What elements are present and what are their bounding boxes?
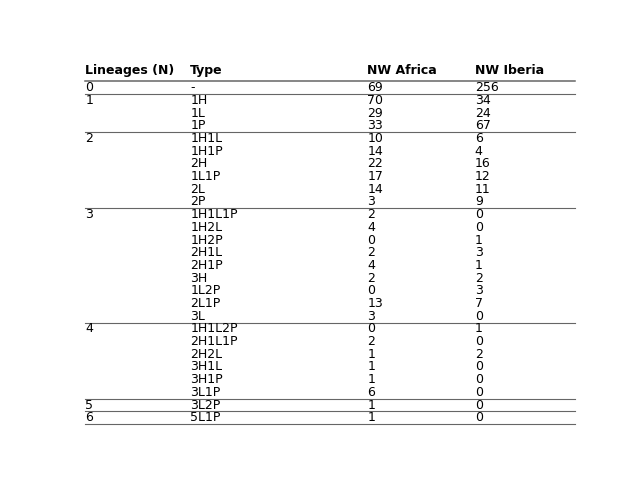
Text: 14: 14 — [368, 183, 383, 196]
Text: 1H1P: 1H1P — [191, 145, 223, 158]
Text: 1: 1 — [475, 322, 482, 336]
Text: 1L1P: 1L1P — [191, 170, 220, 183]
Text: 3H: 3H — [191, 272, 207, 284]
Text: 0: 0 — [475, 399, 483, 412]
Text: 2L: 2L — [191, 183, 205, 196]
Text: 0: 0 — [475, 411, 483, 424]
Text: 0: 0 — [475, 221, 483, 234]
Text: 4: 4 — [475, 145, 482, 158]
Text: 34: 34 — [475, 94, 491, 107]
Text: 3L2P: 3L2P — [191, 399, 220, 412]
Text: 0: 0 — [475, 310, 483, 323]
Text: 16: 16 — [475, 157, 491, 170]
Text: 3: 3 — [475, 246, 482, 259]
Text: 1P: 1P — [191, 119, 205, 132]
Text: 70: 70 — [368, 94, 383, 107]
Text: 2H1L: 2H1L — [191, 246, 222, 259]
Text: 3H1L: 3H1L — [191, 360, 222, 373]
Text: 0: 0 — [368, 284, 375, 297]
Text: 5: 5 — [86, 399, 93, 412]
Text: 2: 2 — [475, 272, 482, 284]
Text: 24: 24 — [475, 107, 491, 120]
Text: 1: 1 — [475, 234, 482, 247]
Text: 1: 1 — [368, 399, 375, 412]
Text: 2H2L: 2H2L — [191, 348, 222, 361]
Text: 3H1P: 3H1P — [191, 373, 223, 386]
Text: 0: 0 — [86, 81, 93, 94]
Text: 0: 0 — [475, 373, 483, 386]
Text: 1L2P: 1L2P — [191, 284, 220, 297]
Text: 5L1P: 5L1P — [191, 411, 221, 424]
Text: 29: 29 — [368, 107, 383, 120]
Text: 4: 4 — [368, 259, 375, 272]
Text: 2: 2 — [368, 335, 375, 348]
Text: 67: 67 — [475, 119, 491, 132]
Text: 14: 14 — [368, 145, 383, 158]
Text: 2H1L1P: 2H1L1P — [191, 335, 238, 348]
Text: 2: 2 — [368, 246, 375, 259]
Text: 1: 1 — [368, 373, 375, 386]
Text: 9: 9 — [475, 196, 482, 208]
Text: 1: 1 — [368, 411, 375, 424]
Text: 2: 2 — [86, 132, 93, 145]
Text: 69: 69 — [368, 81, 383, 94]
Text: 1H1L1P: 1H1L1P — [191, 208, 238, 221]
Text: 256: 256 — [475, 81, 498, 94]
Text: Type: Type — [191, 64, 223, 77]
Text: 2P: 2P — [191, 196, 205, 208]
Text: 3: 3 — [368, 196, 375, 208]
Text: 33: 33 — [368, 119, 383, 132]
Text: NW Africa: NW Africa — [368, 64, 437, 77]
Text: 17: 17 — [368, 170, 383, 183]
Text: 1H1L2P: 1H1L2P — [191, 322, 238, 336]
Text: 3: 3 — [368, 310, 375, 323]
Text: 6: 6 — [368, 386, 375, 399]
Text: 13: 13 — [368, 297, 383, 310]
Text: 1: 1 — [368, 348, 375, 361]
Text: 1: 1 — [475, 259, 482, 272]
Text: 2L1P: 2L1P — [191, 297, 220, 310]
Text: 7: 7 — [475, 297, 483, 310]
Text: 2: 2 — [368, 208, 375, 221]
Text: 1L: 1L — [191, 107, 205, 120]
Text: 11: 11 — [475, 183, 491, 196]
Text: 0: 0 — [368, 234, 375, 247]
Text: 0: 0 — [475, 386, 483, 399]
Text: 0: 0 — [475, 360, 483, 373]
Text: -: - — [191, 81, 194, 94]
Text: 1H1L: 1H1L — [191, 132, 222, 145]
Text: 3L: 3L — [191, 310, 205, 323]
Text: 22: 22 — [368, 157, 383, 170]
Text: 3: 3 — [86, 208, 93, 221]
Text: 2: 2 — [475, 348, 482, 361]
Text: Lineages (N): Lineages (N) — [86, 64, 175, 77]
Text: 12: 12 — [475, 170, 491, 183]
Text: 1: 1 — [368, 360, 375, 373]
Text: 1: 1 — [86, 94, 93, 107]
Text: 0: 0 — [475, 208, 483, 221]
Text: 4: 4 — [368, 221, 375, 234]
Text: 3: 3 — [475, 284, 482, 297]
Text: 10: 10 — [368, 132, 383, 145]
Text: 1H: 1H — [191, 94, 207, 107]
Text: 6: 6 — [86, 411, 93, 424]
Text: 0: 0 — [475, 335, 483, 348]
Text: 2H1P: 2H1P — [191, 259, 223, 272]
Text: 1H2P: 1H2P — [191, 234, 223, 247]
Text: 2: 2 — [368, 272, 375, 284]
Text: 2H: 2H — [191, 157, 207, 170]
Text: NW Iberia: NW Iberia — [475, 64, 544, 77]
Text: 0: 0 — [368, 322, 375, 336]
Text: 3L1P: 3L1P — [191, 386, 220, 399]
Text: 1H2L: 1H2L — [191, 221, 222, 234]
Text: 6: 6 — [475, 132, 482, 145]
Text: 4: 4 — [86, 322, 93, 336]
